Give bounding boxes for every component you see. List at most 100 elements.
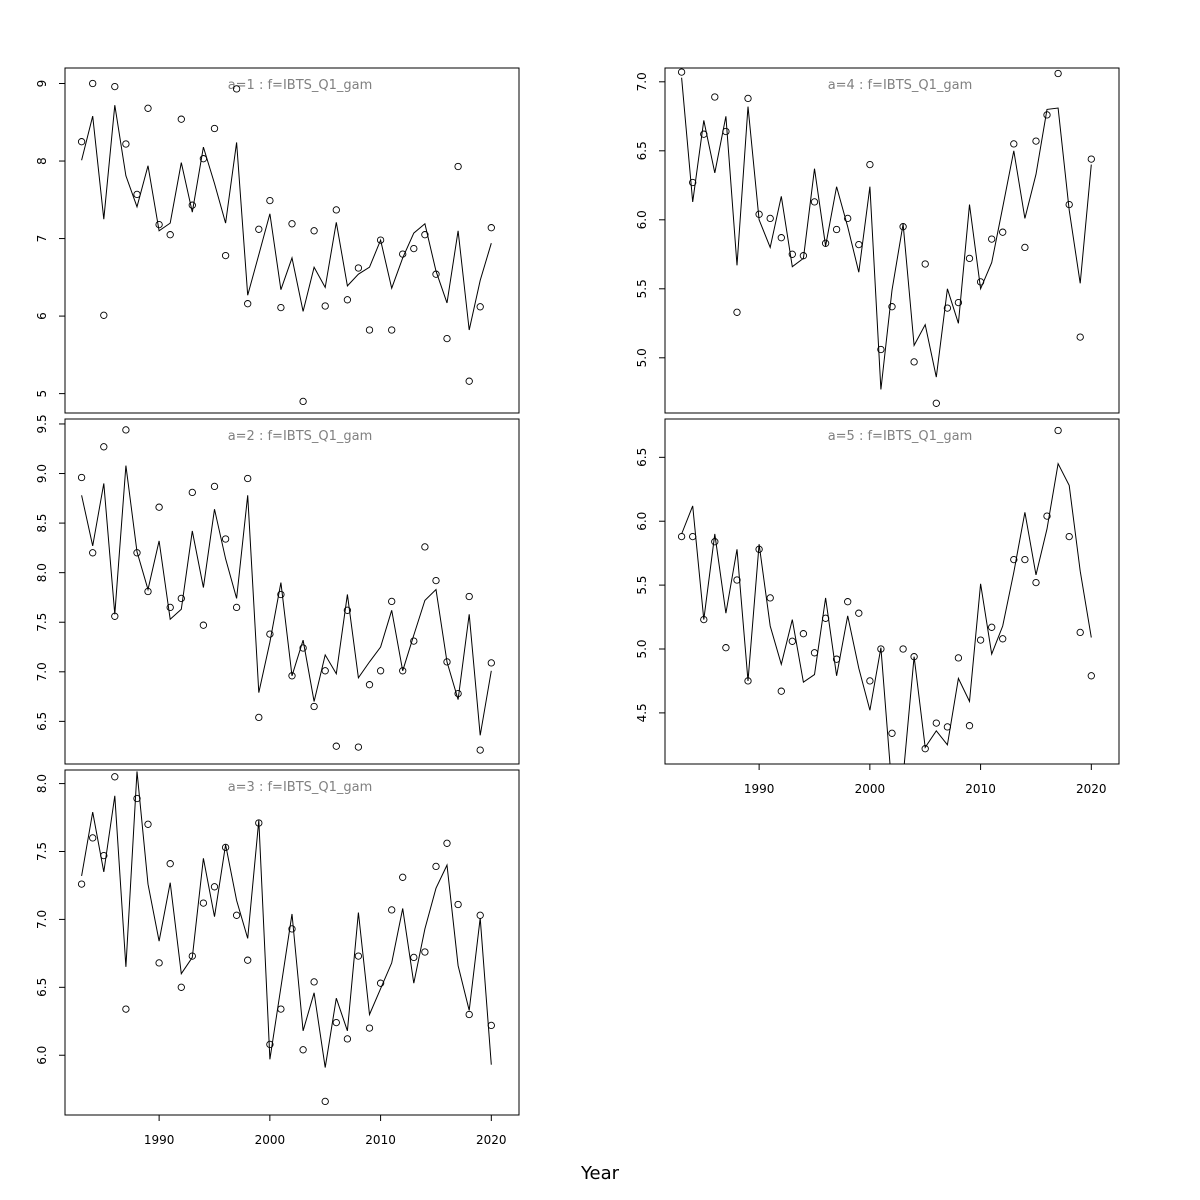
observed-point <box>421 543 429 551</box>
observed-point <box>266 1040 274 1049</box>
observed-point <box>77 880 86 888</box>
observed-point <box>832 225 841 234</box>
observed-point <box>943 304 952 312</box>
panel-title: a=3 : f=IBTS_Q1_gam <box>228 780 373 795</box>
plot-area <box>677 68 1095 407</box>
observed-point <box>722 644 730 652</box>
observed-point <box>821 614 830 622</box>
y-tick-label: 8.0 <box>35 774 49 793</box>
observed-point <box>299 644 307 652</box>
observed-point <box>332 206 340 214</box>
y-tick-label: 4.5 <box>635 703 649 722</box>
observed-point <box>766 214 774 223</box>
x-tick-label: 2010 <box>365 1133 396 1147</box>
observed-point <box>354 743 363 751</box>
observed-point <box>476 303 484 311</box>
observed-point <box>965 254 974 263</box>
observed-point <box>799 630 808 638</box>
observed-point <box>487 1021 495 1030</box>
panel-frame <box>664 418 1120 765</box>
observed-point <box>910 653 918 661</box>
panel-title: a=1 : f=IBTS_Q1_gam <box>228 78 373 93</box>
y-tick-label: 7 <box>35 235 49 243</box>
observed-point <box>1021 243 1029 252</box>
observed-point <box>1076 628 1084 637</box>
observed-point <box>1043 111 1051 119</box>
observed-point <box>744 94 752 103</box>
observed-point <box>766 594 774 602</box>
observed-point <box>888 729 896 737</box>
observed-point <box>277 590 285 599</box>
observed-point <box>976 636 985 644</box>
observed-point <box>188 201 196 209</box>
observed-point <box>232 85 241 93</box>
observed-point <box>354 952 363 960</box>
observed-point <box>122 140 130 148</box>
observed-point <box>388 597 396 606</box>
observed-point <box>388 906 396 914</box>
y-tick-label: 5.5 <box>635 576 649 595</box>
fitted-line <box>681 77 1092 390</box>
observed-point <box>454 900 462 909</box>
observed-point <box>343 1035 352 1043</box>
panel-frame <box>64 418 520 765</box>
y-tick-label: 9.5 <box>35 414 49 433</box>
y-tick-label: 5.0 <box>635 639 649 658</box>
fitted-line <box>81 465 492 736</box>
y-tick-label: 9 <box>35 80 49 88</box>
observed-point <box>288 925 296 933</box>
observed-point <box>410 637 418 645</box>
observed-point <box>299 1046 307 1054</box>
observed-point <box>432 862 440 871</box>
y-tick-label: 8.0 <box>35 563 49 582</box>
observed-point <box>988 623 996 631</box>
observed-point <box>755 210 763 218</box>
observed-point <box>177 983 185 991</box>
y-tick-label: 5 <box>35 390 49 398</box>
observed-point <box>410 244 418 253</box>
observed-point <box>310 702 318 711</box>
observed-point <box>755 545 763 553</box>
observed-point <box>1010 140 1018 148</box>
x-tick-label: 2010 <box>965 782 996 796</box>
y-tick-label: 5.0 <box>635 348 649 367</box>
observed-point <box>1065 532 1073 541</box>
x-tick-label: 2000 <box>255 1133 286 1147</box>
y-tick-label: 5.5 <box>635 279 649 298</box>
observed-point <box>443 658 451 666</box>
y-tick-label: 6.0 <box>635 210 649 229</box>
observed-point <box>733 308 741 316</box>
observed-point <box>866 160 874 169</box>
observed-point <box>777 234 785 242</box>
observed-point <box>487 224 495 232</box>
observed-point <box>465 1010 473 1019</box>
observed-point <box>877 645 885 653</box>
x-tick-label: 1990 <box>144 1133 175 1147</box>
observed-point <box>221 535 230 543</box>
observed-point <box>89 549 97 557</box>
observed-point <box>943 723 952 731</box>
observed-point <box>432 576 440 585</box>
observed-point <box>744 677 752 685</box>
observed-point <box>100 851 108 860</box>
observed-point <box>421 231 429 239</box>
fitted-line <box>81 771 492 1068</box>
observed-point <box>932 719 940 727</box>
observed-point <box>166 860 174 868</box>
x-tick-label: 2020 <box>1076 782 1107 796</box>
panel-3: a=2 : f=IBTS_Q1_gam 6.5 7.0 7.5 8.0 8.5 9.0 9.5 <box>35 414 520 765</box>
observed-point <box>1054 426 1062 435</box>
plot-area <box>77 771 495 1106</box>
observed-point <box>399 873 407 881</box>
observed-point <box>199 621 208 629</box>
observed-point <box>343 606 352 614</box>
observed-point <box>155 959 163 967</box>
observed-point <box>821 239 830 247</box>
observed-point <box>77 138 86 146</box>
observed-point <box>332 742 340 750</box>
observed-point <box>877 345 885 354</box>
y-tick-label: 8.5 <box>35 514 49 533</box>
observed-point <box>277 303 285 312</box>
observed-point <box>410 953 418 962</box>
